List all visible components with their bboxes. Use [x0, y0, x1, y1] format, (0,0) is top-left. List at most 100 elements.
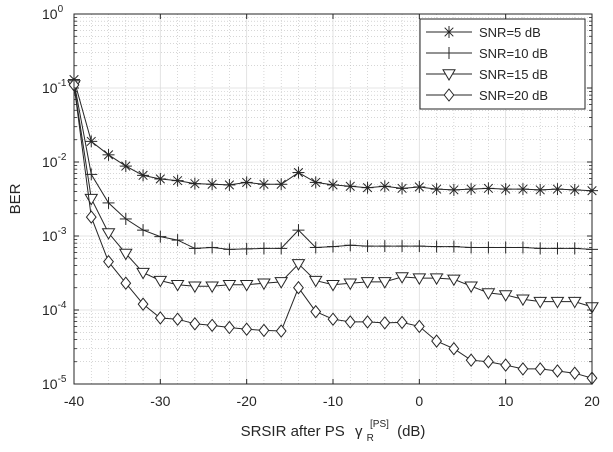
- asterisk-stroke: [414, 182, 425, 192]
- plus-marker: [240, 242, 253, 255]
- diamond-marker: [534, 362, 546, 376]
- asterisk-stroke: [380, 181, 390, 191]
- plus-marker: [327, 240, 339, 253]
- diamond-marker: [431, 334, 443, 348]
- diamond-marker: [465, 353, 477, 367]
- triangle-marker: [205, 281, 220, 294]
- y-tick-base: 10: [42, 80, 58, 96]
- plus-marker: [119, 212, 132, 225]
- plus-marker: [223, 243, 236, 256]
- triangle-marker: [442, 69, 456, 81]
- diamond-marker: [552, 364, 563, 378]
- x-tick-label: 20: [584, 393, 600, 409]
- asterisk-marker: [413, 180, 426, 193]
- asterisk-stroke: [444, 27, 454, 37]
- diamond-marker: [396, 315, 408, 330]
- asterisk-stroke: [362, 182, 373, 193]
- x-axis-label-superscript: [PS]: [370, 419, 389, 430]
- diamond-marker: [569, 366, 581, 380]
- triangle-marker: [429, 273, 444, 286]
- y-tick-exponent: -2: [58, 152, 67, 163]
- asterisk-marker: [257, 178, 270, 191]
- y-tick-label: 10-1: [42, 78, 67, 96]
- x-axis-label-subscript: R: [367, 433, 374, 444]
- diamond-marker: [154, 311, 166, 325]
- plus-marker: [206, 241, 219, 254]
- diamond-marker: [293, 280, 304, 295]
- legend: SNR=5 dB SNR=10 dB SNR=15 dB SNR=20 dB: [419, 18, 586, 110]
- triangle-marker: [377, 277, 392, 289]
- asterisk-marker: [465, 183, 478, 196]
- asterisk-marker: [240, 176, 253, 189]
- asterisk-stroke: [207, 179, 217, 189]
- y-axis-label: BER: [7, 183, 24, 214]
- triangle-marker: [481, 288, 496, 300]
- triangle-marker: [412, 273, 427, 286]
- asterisk-marker: [206, 178, 219, 191]
- y-tick-exponent: -4: [58, 300, 67, 311]
- triangle-marker: [291, 259, 306, 271]
- diamond-marker: [482, 354, 494, 369]
- y-tick-label: 100: [42, 4, 64, 22]
- asterisk-stroke: [311, 177, 321, 188]
- triangle-marker: [464, 281, 479, 294]
- plus-marker: [154, 230, 167, 243]
- asterisk-marker: [171, 174, 184, 187]
- legend-item: SNR=20 dB: [426, 88, 548, 103]
- diamond-marker: [223, 320, 235, 335]
- asterisk-stroke: [103, 150, 114, 160]
- asterisk-stroke: [552, 184, 563, 194]
- plus-marker: [188, 242, 201, 255]
- plus-marker: [551, 242, 564, 255]
- plus-marker: [482, 241, 495, 254]
- legend-label: SNR=20 dB: [479, 88, 548, 103]
- triangle-marker: [516, 294, 530, 307]
- plus-marker: [516, 241, 529, 254]
- asterisk-marker: [154, 172, 167, 185]
- x-tick-label: 10: [498, 393, 514, 409]
- plus-marker: [171, 234, 184, 247]
- x-tick-label: -10: [323, 393, 343, 409]
- plus-marker: [378, 240, 391, 253]
- triangle-marker: [84, 193, 99, 206]
- asterisk-marker: [378, 180, 391, 193]
- x-tick-label: 0: [415, 393, 423, 409]
- y-tick-label: 10-4: [42, 300, 67, 318]
- asterisk-marker: [568, 183, 581, 196]
- plus-marker: [257, 242, 270, 255]
- asterisk-stroke: [345, 181, 355, 191]
- asterisk-marker: [327, 178, 339, 191]
- diamond-marker: [258, 323, 270, 338]
- diamond-marker: [189, 317, 201, 331]
- asterisk-marker: [361, 181, 374, 194]
- plus-marker: [534, 242, 547, 255]
- y-tick-base: 10: [42, 228, 58, 244]
- plus-marker: [344, 239, 357, 252]
- asterisk-marker: [534, 183, 547, 196]
- y-tick-base: 10: [42, 376, 58, 392]
- x-tick-labels: -40 -30 -20 -10 0 10 20: [64, 393, 600, 409]
- asterisk-stroke: [224, 180, 235, 190]
- triangle-marker: [136, 267, 150, 280]
- diamond-marker: [206, 318, 218, 333]
- legend-label: SNR=5 dB: [479, 25, 541, 40]
- asterisk-stroke: [259, 179, 269, 189]
- y-tick-label: 10-2: [42, 152, 67, 170]
- triangle-marker: [567, 296, 582, 309]
- y-tick-exponent: -1: [58, 78, 67, 89]
- asterisk-marker: [396, 182, 409, 195]
- y-tick-label: 10-3: [42, 226, 67, 244]
- plus-marker: [430, 240, 443, 253]
- asterisk-marker: [102, 148, 115, 161]
- triangle-marker: [274, 277, 289, 289]
- asterisk-marker: [275, 178, 288, 191]
- triangle-marker: [360, 277, 375, 289]
- asterisk-marker: [119, 160, 132, 173]
- y-tick-exponent: -5: [58, 374, 67, 385]
- plus-marker: [413, 240, 426, 253]
- asterisk-marker: [292, 166, 305, 179]
- asterisk-marker: [499, 183, 512, 196]
- diamond-marker: [379, 316, 391, 330]
- asterisk-stroke: [241, 177, 252, 188]
